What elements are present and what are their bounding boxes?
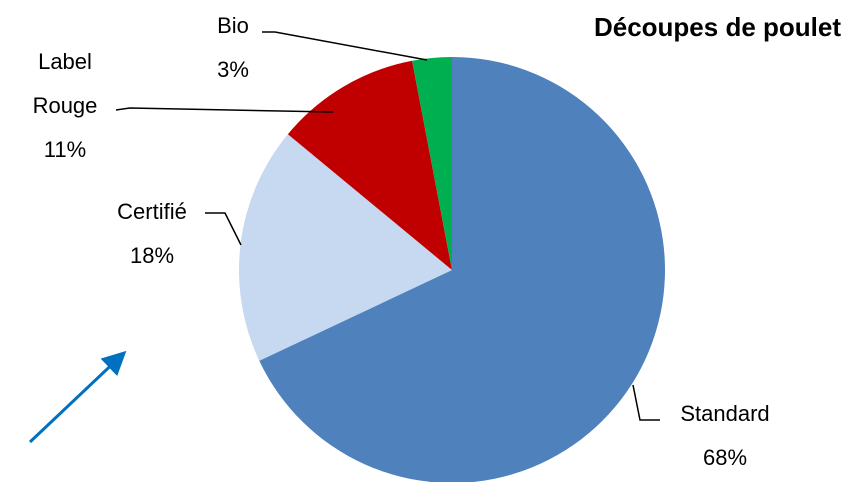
pie-slice	[239, 134, 452, 361]
slice-label: Standard 68%	[655, 392, 795, 480]
value-label: 18%	[129, 243, 175, 268]
arrow	[28, 350, 127, 444]
value-label: 68%	[702, 445, 748, 470]
category-label: Certifié	[117, 199, 187, 224]
leader-line	[632, 384, 660, 421]
chart-title: Découpes de poulet	[593, 12, 841, 42]
pie-slice	[412, 57, 452, 270]
value-label: 3%	[217, 57, 249, 82]
category-label: Bio	[217, 13, 249, 38]
leader-line	[262, 31, 428, 61]
category-label: Label Rouge	[32, 49, 98, 118]
pie-slice	[287, 60, 452, 271]
leader-line	[115, 107, 334, 113]
slice-label: Certifié 18%	[82, 190, 222, 278]
slice-label: Bio 3%	[193, 4, 273, 92]
leader-line	[205, 212, 242, 246]
pie-slice	[259, 57, 665, 482]
value-label: 11%	[43, 137, 87, 162]
category-label: Standard	[680, 401, 770, 426]
slice-label: Label Rouge 11%	[15, 40, 115, 172]
